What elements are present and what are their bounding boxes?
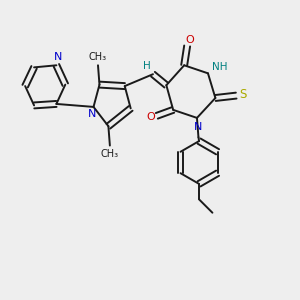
Text: O: O: [146, 112, 155, 122]
Text: H: H: [142, 61, 150, 71]
Text: NH: NH: [212, 62, 228, 72]
Text: N: N: [88, 109, 96, 119]
Text: O: O: [186, 35, 194, 45]
Text: N: N: [194, 122, 202, 132]
Text: S: S: [239, 88, 246, 101]
Text: CH₃: CH₃: [89, 52, 107, 62]
Text: CH₃: CH₃: [101, 149, 119, 159]
Text: N: N: [54, 52, 62, 62]
